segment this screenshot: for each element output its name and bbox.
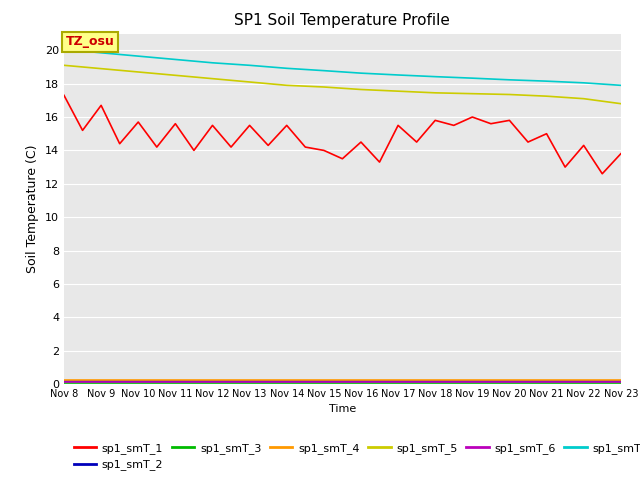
Y-axis label: Soil Temperature (C): Soil Temperature (C) <box>26 144 40 273</box>
X-axis label: Time: Time <box>329 405 356 414</box>
Legend: sp1_smT_1, sp1_smT_2, sp1_smT_3, sp1_smT_4, sp1_smT_5, sp1_smT_6, sp1_smT_7: sp1_smT_1, sp1_smT_2, sp1_smT_3, sp1_smT… <box>70 439 640 475</box>
Text: TZ_osu: TZ_osu <box>66 36 115 48</box>
Title: SP1 Soil Temperature Profile: SP1 Soil Temperature Profile <box>234 13 451 28</box>
